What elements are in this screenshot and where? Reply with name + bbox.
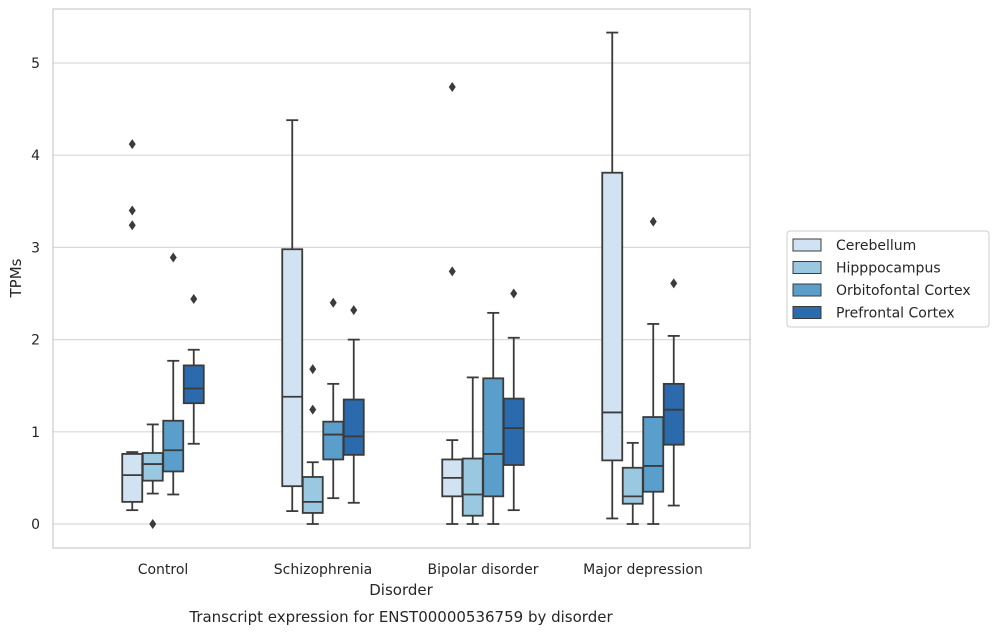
box-major-depression-prefrontal-cortex — [662, 278, 685, 507]
iqr-box — [502, 397, 525, 466]
y-tick-label-5: 5 — [31, 56, 40, 72]
y-tick-label-3: 3 — [31, 240, 40, 256]
box-control-cerebellum — [121, 139, 144, 512]
legend-swatch — [792, 306, 822, 319]
outlier-point — [670, 278, 678, 289]
legend-swatch — [792, 283, 822, 297]
iqr-box — [162, 419, 185, 473]
x-tick-label-bipolar-disorder: Bipolar disorder — [427, 562, 538, 578]
series-orbitofontal-cortex — [162, 216, 665, 525]
chart-caption: Transcript expression for ENST0000053675… — [188, 608, 613, 626]
outlier-point — [128, 220, 136, 231]
y-tick-label-2: 2 — [31, 333, 40, 349]
outlier-point — [448, 81, 456, 92]
outlier-point — [329, 297, 337, 308]
legend-item-hipppocampus: Hipppocampus — [792, 261, 941, 277]
outlier-point — [128, 139, 136, 150]
box-bipolar-disorder-orbitofontal-cortex — [482, 311, 505, 525]
iqr-box — [621, 466, 644, 505]
x-axis-label: Disorder — [369, 581, 433, 599]
iqr-box — [182, 364, 205, 405]
iqr-box — [281, 248, 304, 488]
box-control-prefrontal-cortex — [182, 294, 205, 445]
outlier-point — [309, 364, 317, 375]
iqr-box — [482, 377, 505, 498]
box-major-depression-cerebellum — [601, 31, 624, 520]
outlier-point — [350, 305, 358, 316]
legend-swatch — [792, 261, 822, 274]
box-bipolar-disorder-prefrontal-cortex — [502, 288, 525, 512]
outlier-point — [169, 252, 177, 263]
x-tick-label-control: Control — [138, 562, 189, 578]
x-tick-label-major-depression: Major depression — [583, 562, 703, 578]
iqr-box — [301, 476, 324, 514]
y-tick-labels: 0 1 2 3 4 5 — [31, 56, 40, 533]
iqr-box — [121, 453, 144, 503]
outlier-point — [448, 266, 456, 277]
legend-swatch — [792, 238, 822, 252]
legend-item-cerebellum: Cerebellum — [792, 238, 916, 254]
box-schizophrenia-hipppocampus — [301, 364, 324, 525]
outlier-point — [510, 288, 518, 299]
series-hipppocampus — [141, 364, 644, 529]
series-prefrontal-cortex — [182, 278, 685, 512]
x-tick-labels: Control Schizophrenia Bipolar disorder Majo… — [138, 562, 703, 578]
legend-label: Hipppocampus — [836, 261, 941, 277]
series-cerebellum — [121, 31, 624, 525]
iqr-box — [342, 398, 365, 456]
iqr-box — [662, 382, 685, 446]
legend-frame — [786, 230, 990, 328]
iqr-box — [141, 452, 164, 482]
iqr-box — [601, 171, 624, 462]
box-bipolar-disorder-hipppocampus — [461, 376, 484, 525]
y-tick-label-1: 1 — [31, 425, 40, 441]
box-major-depression-orbitofontal-cortex — [642, 216, 665, 525]
legend-item-prefrontal-cortex: Prefrontal Cortex — [792, 306, 955, 322]
box-schizophrenia-cerebellum — [281, 119, 304, 512]
legend-label: Orbitofontal Cortex — [836, 283, 971, 299]
box-schizophrenia-orbitofontal-cortex — [322, 297, 345, 500]
outlier-point — [649, 216, 657, 227]
outlier-point — [309, 404, 317, 415]
legend-item-orbitofontal-cortex: Orbitofontal Cortex — [792, 283, 971, 299]
y-tick-label-4: 4 — [31, 148, 40, 164]
box-bipolar-disorder-cerebellum — [441, 81, 464, 525]
legend-label: Prefrontal Cortex — [836, 306, 955, 322]
box-major-depression-hipppocampus — [621, 441, 644, 525]
plot-area-frame — [52, 8, 751, 549]
legend-label: Cerebellum — [836, 238, 916, 254]
box-control-hipppocampus — [141, 423, 164, 529]
y-axis-label: TPMs — [7, 258, 25, 298]
iqr-box — [322, 420, 345, 461]
outlier-point — [128, 205, 136, 216]
box-schizophrenia-prefrontal-cortex — [342, 305, 365, 504]
outlier-point — [190, 294, 198, 305]
outlier-point — [149, 519, 157, 529]
y-tick-label-0: 0 — [31, 517, 40, 533]
legend: Cerebellum Hipppocampus Orbitofontal Corte… — [786, 230, 990, 328]
box-control-orbitofontal-cortex — [162, 252, 185, 496]
iqr-box — [642, 416, 665, 493]
x-tick-label-schizophrenia: Schizophrenia — [274, 562, 372, 578]
box-groups — [121, 31, 685, 529]
iqr-box — [461, 457, 484, 517]
